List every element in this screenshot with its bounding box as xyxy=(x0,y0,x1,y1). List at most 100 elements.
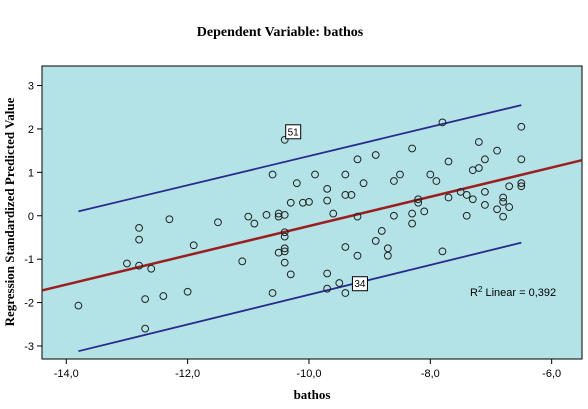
y-tick-label: -1 xyxy=(24,254,34,266)
data-point xyxy=(353,155,362,164)
data-point xyxy=(159,292,168,300)
data-point xyxy=(396,170,404,179)
axis-ticks: -14,0 -12,0 -10,0 -8,0 -6,0 -3 -2 -1 0 1 2 3 xyxy=(24,81,561,380)
data-point xyxy=(481,187,489,196)
data-point xyxy=(462,191,471,199)
y-tick-label: 3 xyxy=(28,81,34,93)
data-point xyxy=(341,289,350,297)
data-point xyxy=(183,287,192,296)
data-point xyxy=(371,237,380,245)
data-point xyxy=(280,232,289,241)
data-point xyxy=(286,198,295,207)
data-point xyxy=(280,228,289,237)
data-point xyxy=(141,324,150,333)
data-point xyxy=(274,209,283,218)
data-point xyxy=(499,193,508,202)
data-point xyxy=(135,261,143,270)
data-point xyxy=(341,243,350,251)
data-point xyxy=(280,135,289,144)
data-point xyxy=(165,215,174,224)
data-point xyxy=(517,182,526,191)
data-point xyxy=(481,155,489,164)
point-labels: 51 34 xyxy=(285,124,368,292)
data-point xyxy=(244,212,253,221)
data-point xyxy=(353,212,362,221)
data-point xyxy=(286,270,295,279)
data-point xyxy=(323,196,332,205)
data-point xyxy=(474,138,483,146)
data-point xyxy=(250,219,259,228)
data-point xyxy=(347,191,356,199)
x-axis-label: bathos xyxy=(294,387,331,402)
data-point xyxy=(323,269,332,278)
data-point xyxy=(238,257,247,266)
y-tick-label: -3 xyxy=(24,341,34,353)
data-point xyxy=(438,118,447,127)
data-point xyxy=(292,179,301,188)
data-point xyxy=(268,289,277,297)
data-point xyxy=(493,146,501,155)
data-point xyxy=(305,197,313,206)
data-point xyxy=(268,170,277,179)
data-point xyxy=(335,279,344,287)
data-point xyxy=(438,247,447,256)
data-point xyxy=(383,244,392,253)
data-point xyxy=(420,207,429,216)
upper-confidence-band xyxy=(78,104,522,213)
data-point xyxy=(298,198,307,207)
point-label-box xyxy=(285,124,302,140)
data-point xyxy=(444,157,453,166)
data-point xyxy=(456,187,465,196)
data-point xyxy=(135,224,143,232)
data-point xyxy=(462,211,471,220)
data-point xyxy=(474,164,483,172)
r2-annotation: R2 Linear = 0,392 xyxy=(470,285,556,299)
data-point xyxy=(74,301,83,310)
data-point xyxy=(274,248,283,257)
x-tick-label: -12,0 xyxy=(175,368,200,380)
point-label-box xyxy=(351,276,368,292)
data-point xyxy=(359,179,368,188)
point-label-text: 51 xyxy=(288,127,300,138)
data-point xyxy=(505,182,514,191)
data-point xyxy=(499,212,508,221)
point-label-text: 34 xyxy=(354,279,366,290)
data-point xyxy=(323,284,332,293)
y-tick-label: -2 xyxy=(24,298,34,310)
y-axis-label: Regression Standardized Predicted Value xyxy=(2,97,17,326)
y-tick-label: 0 xyxy=(28,211,34,223)
data-point xyxy=(383,251,392,260)
data-point xyxy=(390,211,398,220)
data-points xyxy=(74,118,526,333)
data-point xyxy=(444,193,453,202)
data-point xyxy=(481,201,489,209)
data-point xyxy=(262,210,271,219)
data-point xyxy=(432,177,441,185)
data-point xyxy=(147,264,156,273)
x-tick-label: -14,0 xyxy=(54,368,79,380)
data-point xyxy=(408,209,417,218)
data-point xyxy=(493,205,501,214)
data-point xyxy=(414,195,423,204)
data-point xyxy=(499,197,508,206)
data-point xyxy=(341,191,350,199)
chart-title: Dependent Variable: bathos xyxy=(197,25,364,40)
fit-lines xyxy=(41,104,583,353)
data-point xyxy=(408,144,417,153)
data-point xyxy=(214,218,222,227)
data-point xyxy=(353,251,362,260)
data-point xyxy=(280,244,289,253)
data-point xyxy=(280,258,289,267)
data-point xyxy=(414,198,423,207)
data-point xyxy=(329,209,338,218)
y-tick-label: 2 xyxy=(28,124,34,136)
lower-confidence-band xyxy=(78,241,522,353)
data-point xyxy=(280,247,289,256)
data-point xyxy=(408,219,417,228)
plot-area xyxy=(41,65,583,360)
data-point xyxy=(280,210,289,219)
x-tick-label: -10,0 xyxy=(296,368,321,380)
data-point xyxy=(123,259,131,268)
r2-superscript: 2 xyxy=(478,285,483,294)
